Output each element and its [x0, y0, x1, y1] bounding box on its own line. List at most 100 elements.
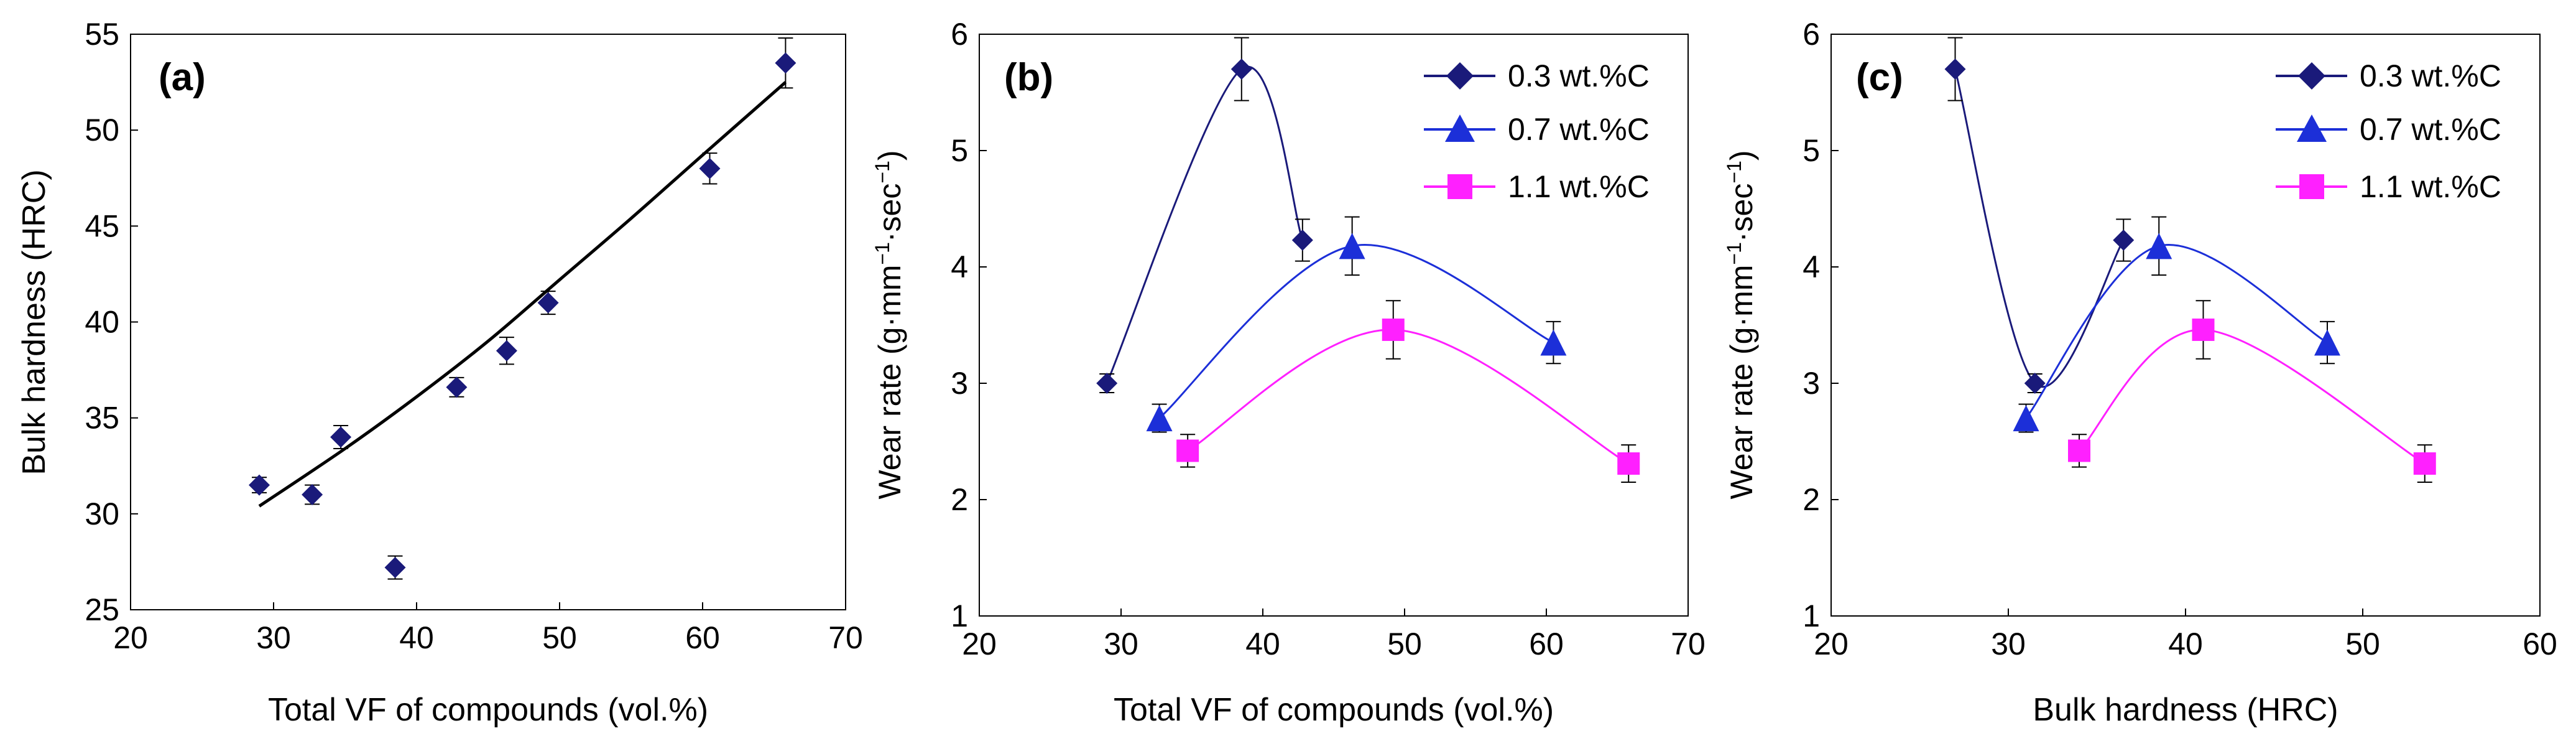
legend-b: 0.3 wt.%C 0.7 wt.%C 1.1 wt.%C [1424, 58, 1650, 204]
legend-b-item-11: 1.1 wt.%C [1424, 169, 1650, 204]
legend-c-item-03: 0.3 wt.%C [2276, 58, 2501, 93]
y-axis-title-c: Wear rate (g·mm−1·sec−1) [1723, 151, 1759, 500]
data-point-a-0-0 [249, 474, 270, 496]
legend-c-marker-07 [2297, 114, 2327, 142]
legend-c-marker-11 [2299, 174, 2324, 199]
panel-b: (b) Total VF of compounds (vol.%) Wear r… [871, 17, 1706, 728]
y-ticks-c: 1 2 3 4 5 6 [1803, 17, 1839, 633]
data-point-b-1-0 [1146, 405, 1173, 432]
x-tick-label-b-2: 40 [1245, 627, 1280, 661]
x-tick-label-b-0: 20 [962, 627, 997, 661]
x-tick-label-a-4: 60 [685, 620, 720, 655]
x-tick-label-a-0: 20 [113, 620, 148, 655]
x-tick-label-c-1: 30 [1991, 627, 2026, 661]
data-point-b-1-1 [1339, 233, 1365, 259]
legend-b-marker-03 [1446, 62, 1474, 90]
data-point-c-1-0 [2013, 405, 2039, 432]
data-point-a-0-5 [496, 340, 517, 361]
series-layer-b [1096, 37, 1640, 483]
x-axis-title-c: Bulk hardness (HRC) [2033, 692, 2338, 728]
legend-c-marker-03 [2298, 62, 2325, 90]
data-point-b-2-1 [1382, 318, 1405, 341]
plot-area-b [979, 34, 1689, 617]
data-point-c-0-1 [2024, 373, 2046, 394]
legend-b-item-07: 0.7 wt.%C [1424, 112, 1650, 147]
y-tick-label-c-1: 2 [1803, 482, 1820, 517]
y-axis-title-b: Wear rate (g·mm−1·sec−1) [871, 151, 907, 500]
data-point-a-0-7 [699, 157, 721, 179]
y-ticks-a: 25 30 35 40 45 50 55 [85, 17, 138, 627]
data-point-c-1-2 [2314, 329, 2340, 356]
series-line-c-0 [1954, 68, 2125, 388]
series-layer-a [249, 37, 796, 580]
y-tick-label-b-3: 4 [951, 249, 968, 284]
data-point-c-1-1 [2146, 233, 2172, 259]
legend-b-marker-07 [1445, 114, 1475, 142]
x-ticks-c: 20 30 40 50 60 [1814, 608, 2557, 661]
panel-c: (c) Bulk hardness (HRC) Wear rate (g·mm−… [1723, 17, 2557, 728]
data-point-a-0-8 [775, 52, 796, 74]
panel-label-c: (c) [1856, 56, 1903, 99]
data-point-b-0-2 [1291, 229, 1313, 251]
x-tick-label-c-4: 60 [2523, 627, 2557, 661]
data-point-b-2-0 [1176, 439, 1199, 462]
y-axis-title-a: Bulk hardness (HRC) [16, 169, 52, 475]
data-point-b-0-0 [1096, 373, 1118, 394]
y-tick-label-c-5: 6 [1803, 17, 1820, 52]
legend-b-label-07: 0.7 wt.%C [1508, 112, 1650, 147]
data-point-b-1-2 [1540, 329, 1567, 356]
y-tick-label-a-2: 35 [85, 401, 119, 436]
data-point-c-2-0 [2068, 439, 2090, 462]
data-point-b-2-2 [1617, 452, 1640, 475]
data-point-c-2-2 [2413, 452, 2436, 475]
y-tick-label-a-4: 45 [85, 208, 119, 243]
data-point-a-0-6 [537, 292, 559, 314]
x-tick-label-b-4: 60 [1529, 627, 1564, 661]
x-tick-label-a-3: 50 [542, 620, 577, 655]
series-layer-c [1944, 37, 2436, 483]
y-tick-label-b-5: 6 [951, 17, 968, 52]
x-tick-label-c-0: 20 [1814, 627, 1849, 661]
y-tick-label-a-0: 25 [85, 592, 119, 627]
data-point-b-0-1 [1230, 58, 1252, 80]
x-tick-label-b-1: 30 [1104, 627, 1138, 661]
fit-curve-a [258, 81, 787, 508]
data-point-c-0-0 [1944, 58, 1966, 80]
x-ticks-b: 20 30 40 50 60 70 [962, 608, 1706, 661]
x-tick-label-a-2: 40 [399, 620, 434, 655]
y-tick-label-c-3: 4 [1803, 249, 1820, 284]
x-axis-title-b: Total VF of compounds (vol.%) [1114, 692, 1554, 728]
y-tick-label-c-2: 3 [1803, 366, 1820, 401]
legend-c: 0.3 wt.%C 0.7 wt.%C 1.1 wt.%C [2276, 58, 2501, 204]
y-tick-label-a-3: 40 [85, 305, 119, 340]
y-tick-label-a-1: 30 [85, 497, 119, 531]
legend-c-label-11: 1.1 wt.%C [2360, 169, 2501, 204]
data-point-a-0-1 [302, 484, 323, 505]
legend-c-label-07: 0.7 wt.%C [2360, 112, 2501, 147]
legend-c-label-03: 0.3 wt.%C [2360, 58, 2501, 93]
y-tick-label-b-4: 5 [951, 133, 968, 168]
data-point-a-0-3 [384, 557, 406, 579]
legend-c-item-07: 0.7 wt.%C [2276, 112, 2501, 147]
data-point-a-0-2 [330, 426, 352, 448]
x-tick-label-a-1: 30 [256, 620, 291, 655]
legend-b-label-11: 1.1 wt.%C [1508, 169, 1650, 204]
x-tick-label-b-5: 70 [1671, 627, 1706, 661]
legend-b-marker-11 [1447, 174, 1472, 199]
panel-label-a: (a) [159, 56, 206, 99]
y-tick-label-a-6: 55 [85, 17, 119, 52]
panel-label-b: (b) [1004, 56, 1053, 99]
y-tick-label-c-4: 5 [1803, 133, 1820, 168]
legend-c-item-11: 1.1 wt.%C [2276, 169, 2501, 204]
x-tick-label-b-3: 50 [1387, 627, 1422, 661]
panel-a: (a) Total VF of compounds (vol.%) Bulk h… [16, 17, 863, 728]
data-point-c-0-2 [2113, 229, 2135, 251]
x-tick-label-a-5: 70 [828, 620, 863, 655]
data-point-c-2-1 [2192, 318, 2215, 341]
y-ticks-b: 1 2 3 4 5 6 [951, 17, 987, 633]
x-tick-label-c-3: 50 [2345, 627, 2380, 661]
legend-b-label-03: 0.3 wt.%C [1508, 58, 1650, 93]
data-point-a-0-4 [446, 376, 468, 398]
